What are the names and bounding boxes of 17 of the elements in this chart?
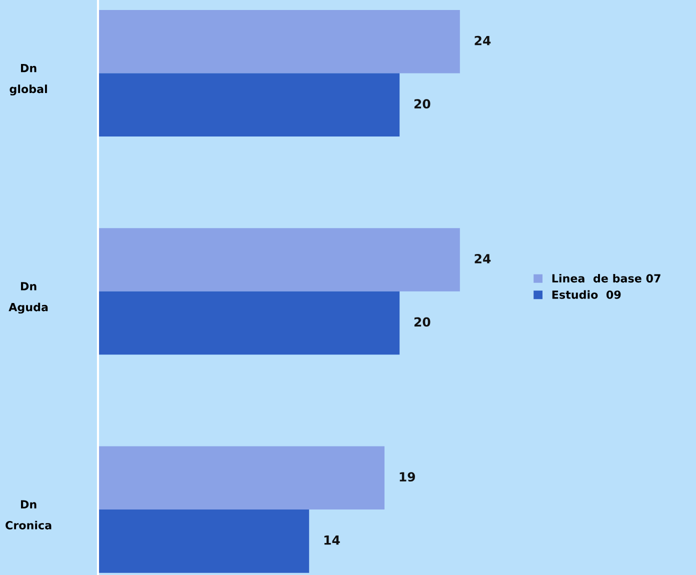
- data-label: 14: [324, 536, 340, 545]
- bar: [98, 228, 460, 292]
- y-tick-label: Dn Cronica: [6, 500, 52, 530]
- bar: [98, 10, 460, 74]
- bar: [98, 73, 400, 137]
- data-label: 20: [414, 317, 430, 327]
- bar: [98, 446, 385, 510]
- data-label: 19: [400, 472, 415, 482]
- bar: [98, 510, 310, 573]
- y-tick-label: Dn Aguda: [8, 282, 48, 314]
- legend-label: Estudio 09: [552, 290, 621, 299]
- bar: [98, 291, 400, 355]
- data-label: 24: [474, 36, 491, 46]
- y-tick-label: Dn global: [10, 64, 47, 96]
- data-label: 20: [414, 99, 430, 109]
- legend-label: Linea de base 07: [552, 274, 660, 283]
- data-label: 24: [474, 254, 491, 264]
